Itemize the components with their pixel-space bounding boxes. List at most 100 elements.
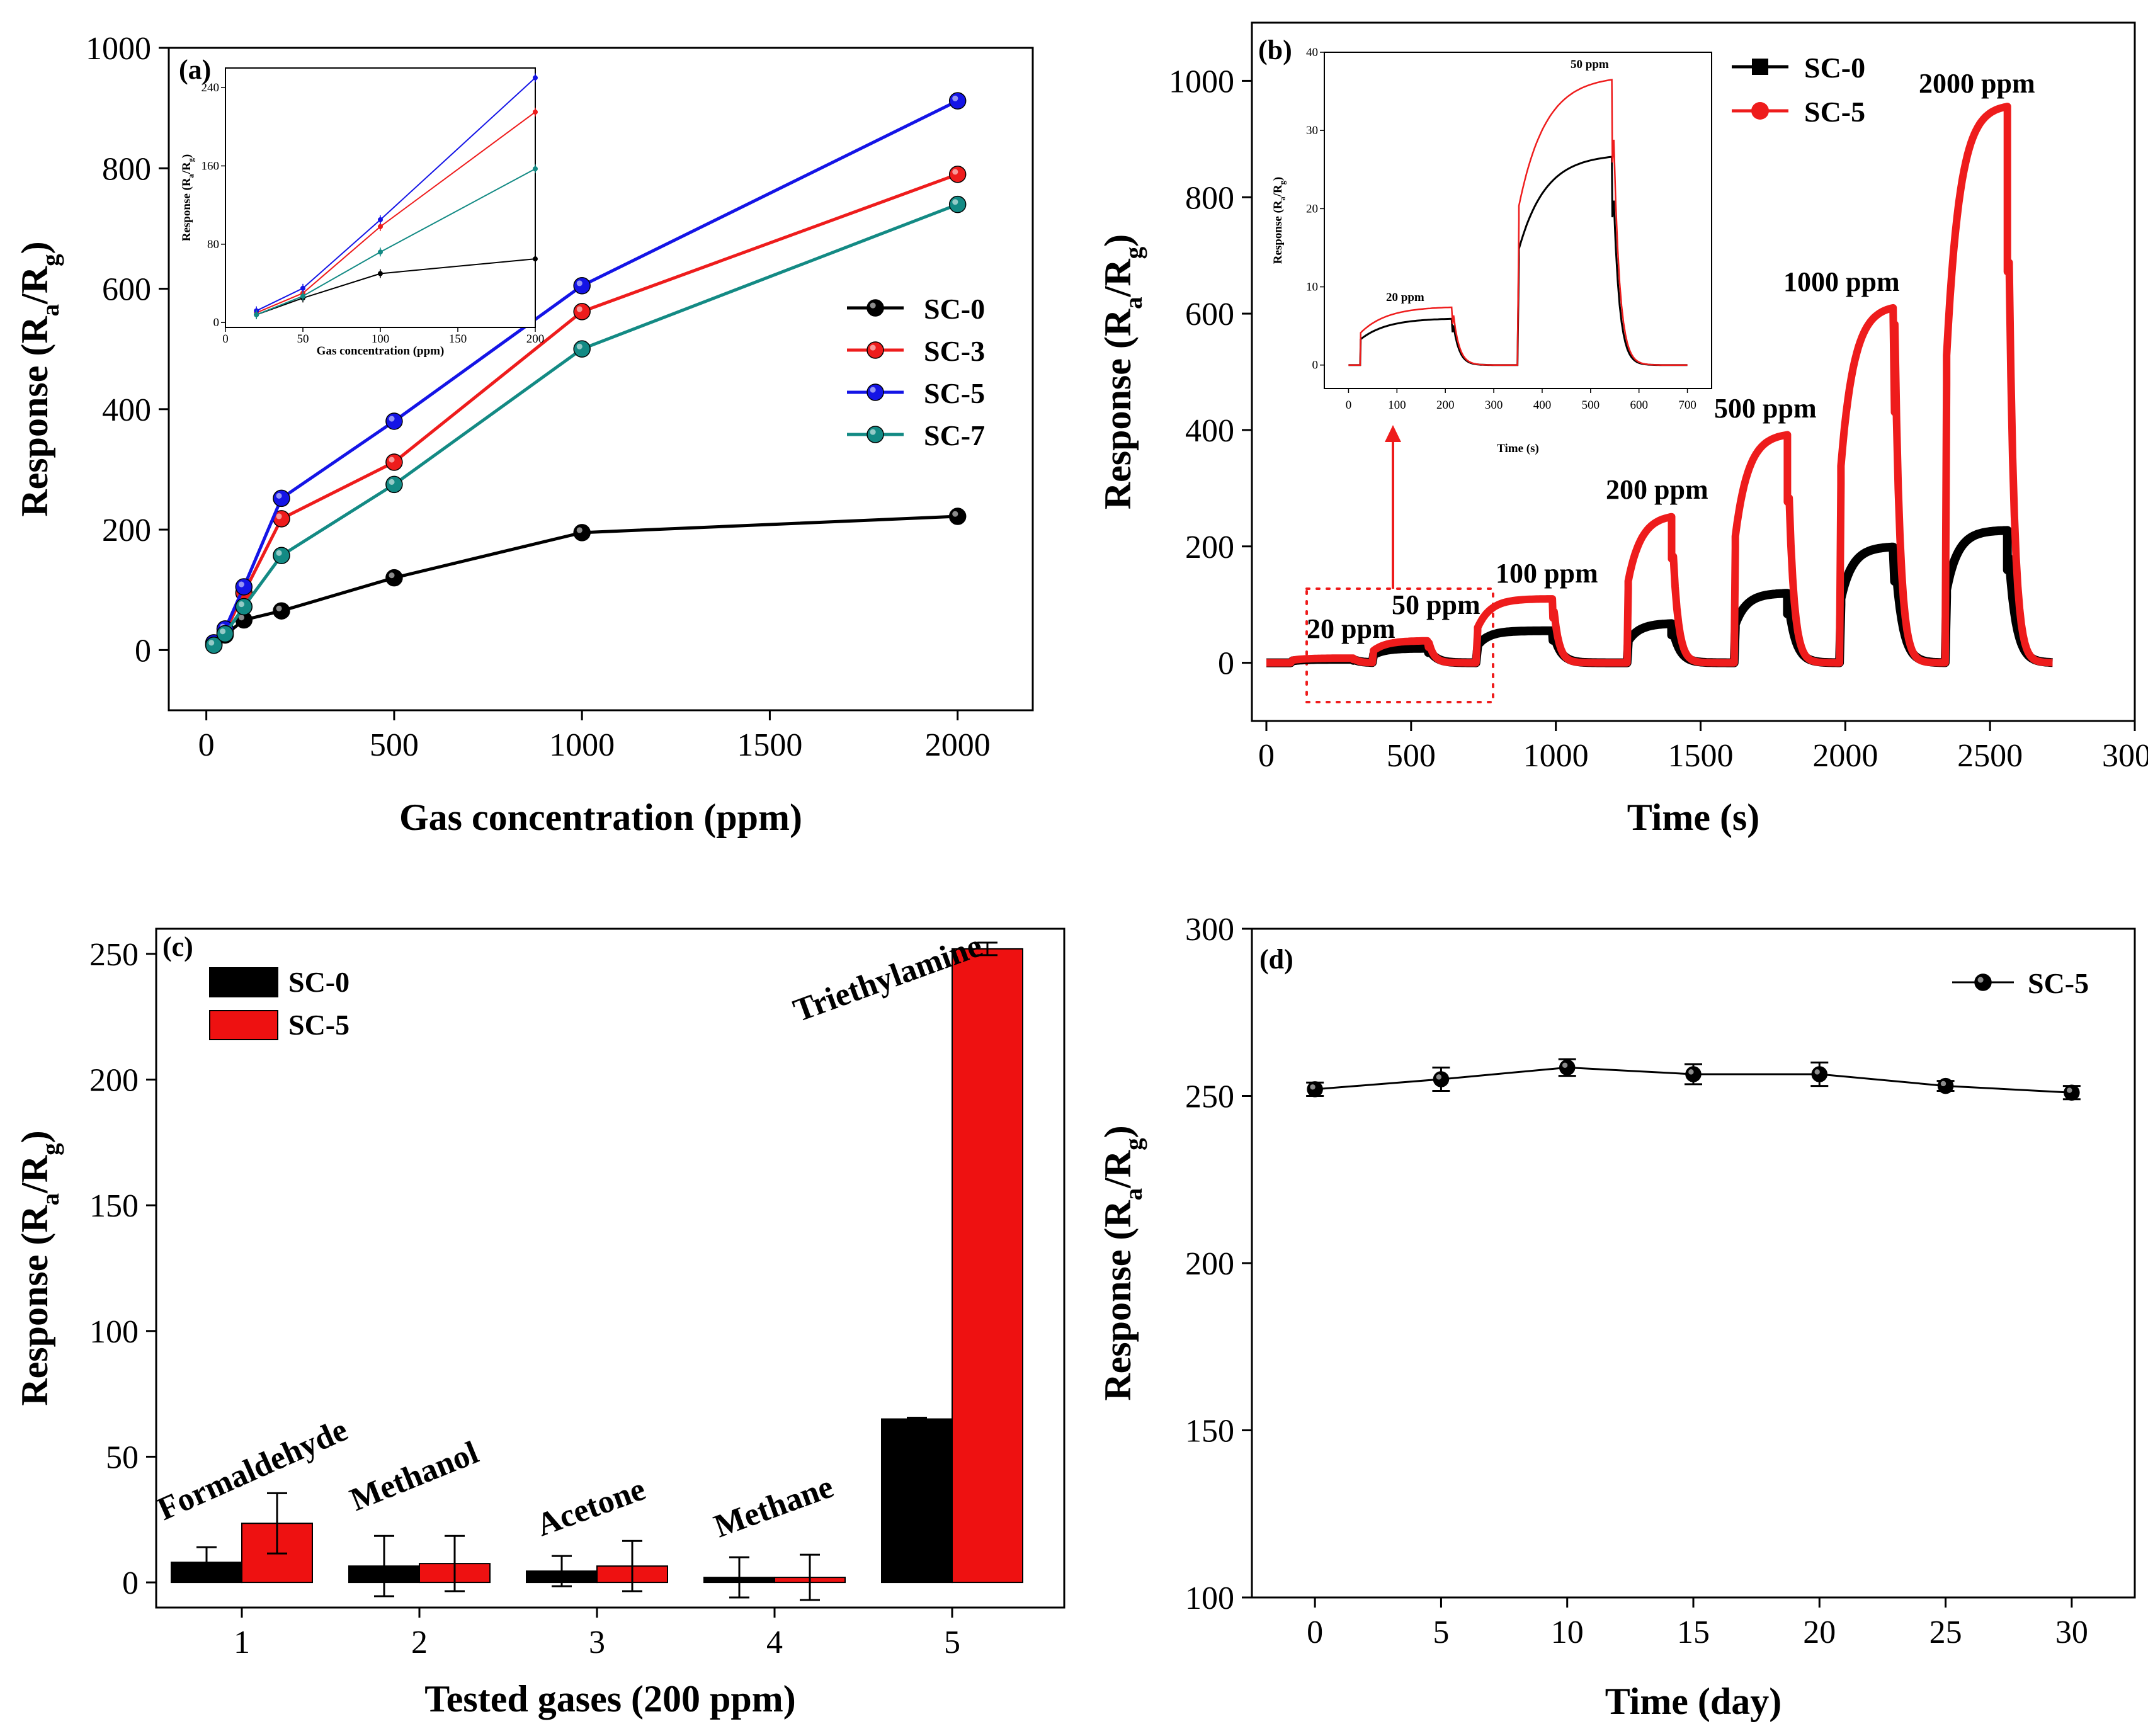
y-axis-title-a-sub: a [37,304,64,317]
data-point-a-sc-3 [573,303,591,321]
data-point-a-sc-3-highlight [576,306,582,312]
inset-a-xtick-label: 150 [449,332,467,346]
legend-label-a: SC-0 [924,293,985,325]
panel-c: 0 50 100 150 200 250 Tested gases (200 ppm) Res… [14,928,1065,1720]
b-ytick-label: 200 [1185,530,1234,565]
data-point-d-highlight [1436,1074,1442,1080]
d-ytick-label: 100 [1185,1580,1234,1616]
inset-b-y-title-part: /R [1271,184,1285,197]
pulse-annotation-b: 2000 ppm [1919,68,2035,99]
data-point-a-sc-7-highlight [952,199,958,205]
x-axis-title-b: Time (s) [1627,797,1760,838]
plot-b-frame [1251,21,2136,722]
c-ytick-label: 250 [89,937,139,973]
inset-a-xtick-label: 200 [526,332,545,346]
legend-marker-a-highlight [870,302,876,309]
legend-marker-a [867,299,884,317]
data-point-a-sc-5 [273,489,290,508]
data-point-d-highlight [1562,1062,1568,1068]
inset-a-ytick-label: 160 [202,159,220,173]
inset-a-xtick-label: 0 [222,332,229,346]
a-xtick-label: 500 [370,727,419,763]
a-ytick-label: 1000 [86,31,151,67]
inset-a-point [378,224,383,229]
data-point-a-sc-7 [235,598,253,616]
data-point-a-sc-5 [385,412,403,430]
y-axis-title-b-sub: a [1120,297,1147,309]
y-axis-title-b-part: ) [1097,234,1139,247]
data-point-a-sc-7-highlight [208,640,215,646]
data-point-a-sc-0 [273,602,290,620]
y-axis-title-c-part: ) [14,1130,55,1143]
inset-b-ytick-label: 40 [1306,46,1318,59]
inset-b-xtick-label: 500 [1582,399,1600,412]
legend-label-b: SC-5 [1804,96,1865,128]
zoom-arrow-head [1385,425,1401,442]
inset-a-series-sc-0 [256,258,536,315]
a-ytick-label: 400 [102,392,151,428]
inset-b-ytick-label: 20 [1306,202,1318,215]
y-axis-title-a-sub: g [37,254,64,266]
inset-a-point [378,249,383,255]
inset-a-y-title: Response (Ra/Rg) [180,154,196,241]
legend-swatch-c [209,967,278,997]
inset-b-xtick-label: 300 [1485,399,1503,412]
legend-label-d: SC-5 [2028,967,2089,999]
data-point-a-sc-5-highlight [952,95,958,101]
y-axis-title-c-sub: a [37,1193,64,1206]
plot-a-frame [168,47,1034,712]
inset-a-y-title-part: /R [180,162,193,174]
b-ytick-label: 0 [1218,646,1234,682]
data-point-d-highlight [2067,1087,2072,1093]
data-point-a-sc-7 [948,195,967,213]
legend-label-c: SC-0 [288,966,349,998]
inset-a-point [533,75,538,81]
inset-a-point [378,271,383,276]
legend-marker-b [1751,102,1769,120]
c-ytick-label: 150 [89,1188,139,1224]
y-axis-title-c-sub: g [37,1143,64,1155]
b-xtick-label: 2500 [1957,738,2023,774]
data-point-a-sc-3 [385,453,403,471]
b-xtick-label: 1500 [1668,738,1733,774]
d-xtick-label: 10 [1551,1614,1584,1650]
data-point-d [1433,1071,1450,1087]
y-axis-title-d-part: ) [1097,1125,1139,1138]
data-point-a-sc-5 [235,578,253,596]
c-xtick-label: 2 [411,1625,428,1660]
b-xtick-label: 500 [1387,738,1436,774]
inset-a-ytick-label: 0 [213,316,220,329]
c-xtick-label: 4 [766,1625,783,1660]
y-axis-title-c-part: /R [14,1155,55,1194]
data-point-a-sc-5-highlight [276,492,282,499]
inset-b-y-title-part: Response (R [1271,200,1285,264]
a-xtick-label: 2000 [925,727,991,763]
gas-name-label: Acetone [532,1471,651,1543]
legend-marker-a [867,426,884,443]
y-axis-title-a-part: Response (R [14,316,55,517]
pulse-annotation-b: 1000 ppm [1783,266,1900,297]
legend-label-a: SC-5 [924,377,985,409]
d-xtick-label: 0 [1307,1614,1323,1650]
b-ytick-label: 800 [1185,180,1234,216]
panel-label-d: (d) [1259,944,1293,975]
zoom-region-box [1305,587,1494,703]
c-ytick-label: 200 [89,1063,139,1099]
inset-a-xtick-label: 50 [297,332,309,346]
data-point-a-sc-7 [573,340,591,358]
inset-b-xtick-label: 400 [1533,399,1552,412]
d-xtick-label: 25 [1929,1614,1962,1650]
inset-b-ytick-label: 10 [1306,281,1318,294]
inset-b-xtick-label: 700 [1678,399,1696,412]
y-axis-title-c: Response (Ra/Rg) [14,1130,64,1405]
inset-a-point [378,217,383,222]
data-point-a-sc-3-highlight [389,457,395,463]
y-axis-title-a-part: /R [14,266,55,305]
inset-a-point [254,312,259,317]
gas-name-label: Formaldehyde [152,1412,353,1528]
y-axis-title-a: Response (Ra/Rg) [14,241,64,516]
data-point-d [1559,1059,1576,1076]
inset-b-xtick-label: 100 [1388,399,1406,412]
